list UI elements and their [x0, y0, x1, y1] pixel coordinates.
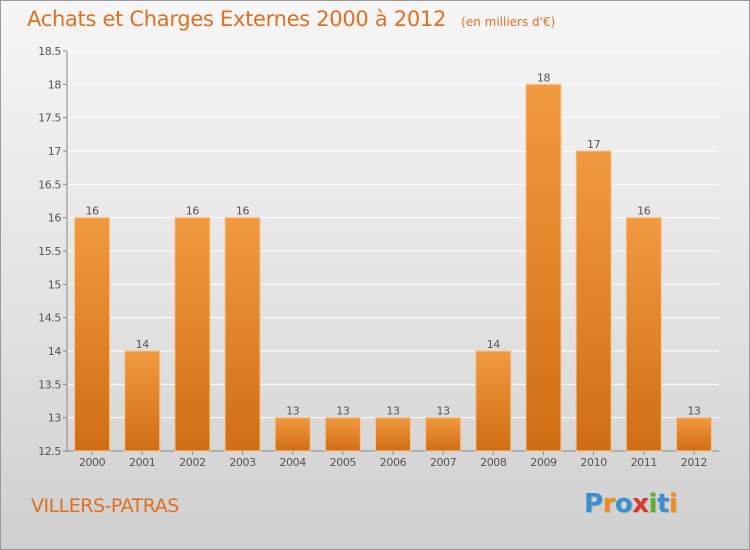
x-tick-label-2011: 2011 — [631, 456, 657, 469]
bar-2012 — [675, 417, 712, 452]
x-tick-label-2006: 2006 — [380, 456, 407, 469]
x-tick-label-2003: 2003 — [229, 456, 256, 469]
bar-2005 — [324, 417, 361, 452]
y-tick-label: 13 — [48, 412, 62, 425]
bar-2008 — [475, 350, 512, 452]
logo-letter: i — [648, 489, 658, 519]
logo-letter: x — [632, 489, 649, 519]
value-label-2012: 13 — [687, 405, 701, 418]
bar-2003 — [224, 217, 261, 452]
value-label-2002: 16 — [186, 205, 200, 218]
value-label-2008: 14 — [487, 338, 501, 351]
logo-letter: i — [668, 489, 678, 519]
chart-title: Achats et Charges Externes 2000 à 2012 (… — [27, 7, 555, 31]
y-tick-label: 12.5 — [38, 445, 61, 458]
y-tick-label: 13.5 — [38, 378, 61, 391]
y-tick-label: 17.5 — [38, 112, 61, 125]
value-label-2009: 18 — [537, 71, 551, 84]
y-tick-label: 15.5 — [38, 245, 61, 258]
axes — [63, 50, 719, 455]
grid-lines — [67, 50, 719, 452]
chart-unit-note: (en milliers d'€) — [461, 15, 556, 29]
y-tick-label: 16.5 — [38, 178, 61, 191]
x-tick-label-2005: 2005 — [330, 456, 357, 469]
labels: 12.5 13 13.5 14 14.5 15 15.5 16 16.5 17 17.5 18 18.5… — [38, 45, 707, 469]
value-label-2000: 16 — [85, 205, 99, 218]
x-tick-label-2009: 2009 — [530, 456, 557, 469]
bar-2006 — [375, 417, 411, 452]
bar-2004 — [274, 417, 311, 452]
proxiti-logo: Proxiti — [584, 489, 678, 519]
x-tick-label-2004: 2004 — [279, 456, 306, 469]
y-tick-label: 18 — [48, 78, 62, 91]
x-tick-label-2012: 2012 — [681, 456, 707, 469]
value-label-2001: 14 — [136, 338, 150, 351]
logo-letter: t — [656, 489, 669, 519]
chart-title-text: Achats et Charges Externes 2000 à 2012 — [27, 7, 447, 31]
x-tick-label-2008: 2008 — [480, 456, 507, 469]
value-label-2005: 13 — [336, 405, 350, 418]
bar-2007 — [425, 417, 462, 452]
value-label-2003: 16 — [236, 205, 250, 218]
logo-letter: r — [602, 489, 616, 519]
x-tick-label-2010: 2010 — [580, 456, 607, 469]
x-tick-label-2000: 2000 — [79, 456, 106, 469]
bars — [74, 83, 712, 452]
logo-letter: o — [614, 489, 633, 519]
x-tick-label-2007: 2007 — [430, 456, 457, 469]
place-name: VILLERS-PATRAS — [31, 495, 179, 517]
value-label-2010: 17 — [587, 138, 601, 151]
y-tick-label: 14 — [48, 345, 62, 358]
value-label-2011: 16 — [637, 205, 651, 218]
y-tick-label: 17 — [48, 145, 62, 158]
bar-2000 — [74, 217, 111, 452]
bar-2009 — [525, 83, 562, 452]
logo-letter: P — [584, 489, 603, 519]
y-tick-label: 14.5 — [38, 312, 61, 325]
y-tick-label: 18.5 — [38, 45, 61, 58]
bar-2011 — [625, 217, 662, 452]
value-label-2007: 13 — [437, 405, 451, 418]
bar-2001 — [124, 350, 161, 452]
x-tick-label-2001: 2001 — [129, 456, 155, 469]
value-label-2004: 13 — [286, 405, 300, 418]
y-tick-label: 15 — [48, 278, 62, 291]
bar-2010 — [575, 150, 612, 452]
x-tick-label-2002: 2002 — [179, 456, 205, 469]
value-label-2006: 13 — [386, 405, 400, 418]
y-tick-label: 16 — [48, 212, 62, 225]
bar-2002 — [174, 217, 211, 452]
